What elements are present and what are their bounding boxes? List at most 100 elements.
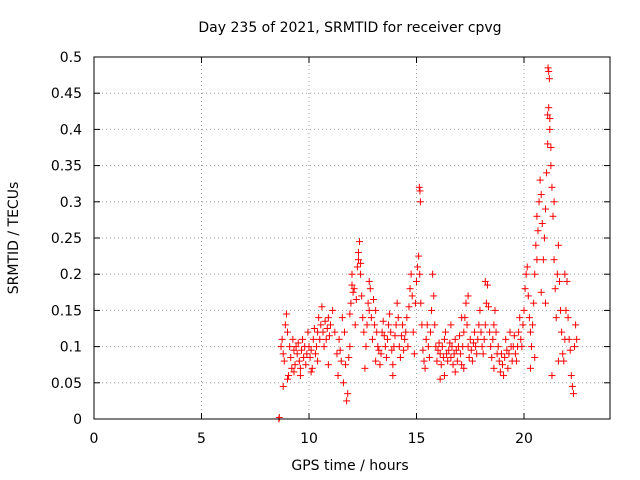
- data-point: [285, 372, 293, 380]
- x-tick-label: 0: [90, 431, 99, 447]
- data-point: [473, 350, 481, 358]
- data-point: [479, 350, 487, 358]
- data-point: [518, 343, 526, 351]
- data-point: [550, 198, 558, 206]
- data-point: [413, 277, 420, 285]
- data-point: [471, 328, 479, 336]
- data-point: [510, 332, 518, 340]
- data-point: [387, 328, 395, 336]
- data-point: [306, 353, 314, 361]
- data-point: [437, 361, 445, 369]
- data-point: [314, 357, 322, 365]
- data-point: [297, 346, 305, 354]
- x-tick-label: 20: [515, 431, 533, 447]
- data-point: [329, 306, 337, 314]
- data-point: [316, 335, 324, 343]
- data-point: [281, 321, 289, 329]
- x-tick-label: 5: [197, 431, 206, 447]
- data-point: [552, 314, 560, 322]
- data-point: [481, 277, 489, 285]
- data-point: [572, 321, 580, 329]
- data-point: [292, 343, 300, 351]
- data-point: [337, 357, 345, 365]
- data-point: [294, 339, 302, 347]
- data-point: [338, 314, 346, 322]
- data-point: [529, 321, 537, 329]
- data-point: [360, 328, 368, 336]
- data-point: [335, 335, 343, 343]
- data-point: [467, 346, 475, 354]
- data-point: [420, 357, 428, 365]
- data-point: [571, 343, 579, 351]
- data-point: [340, 328, 348, 336]
- data-point: [343, 397, 351, 405]
- data-point: [512, 357, 520, 365]
- data-points: [275, 64, 581, 423]
- data-point: [353, 263, 361, 271]
- data-point: [370, 296, 377, 304]
- data-point: [563, 277, 571, 285]
- data-point: [371, 321, 379, 329]
- data-point: [490, 321, 498, 329]
- data-point: [547, 162, 555, 170]
- data-point: [307, 368, 315, 376]
- grid-lines: [94, 57, 610, 419]
- data-point: [544, 140, 552, 148]
- data-point: [543, 169, 551, 177]
- data-point: [357, 259, 365, 267]
- data-point: [444, 357, 452, 365]
- data-point: [521, 285, 529, 293]
- data-point: [545, 67, 553, 75]
- data-point: [351, 321, 359, 329]
- data-point: [463, 321, 471, 329]
- y-axis-label: SRMTID / TECUs: [6, 182, 22, 295]
- data-point: [378, 328, 386, 336]
- data-point: [389, 361, 397, 369]
- data-point: [408, 292, 416, 300]
- data-point: [448, 343, 456, 351]
- data-point: [399, 321, 407, 329]
- data-point: [416, 198, 424, 206]
- data-point: [290, 368, 298, 376]
- data-point: [284, 328, 291, 336]
- data-point: [425, 353, 433, 361]
- data-point: [445, 346, 453, 354]
- data-point: [304, 328, 312, 336]
- data-point: [279, 382, 287, 390]
- data-point: [460, 364, 468, 372]
- data-point: [346, 343, 354, 351]
- data-point: [381, 343, 389, 351]
- data-point: [528, 343, 536, 351]
- data-point: [462, 299, 470, 307]
- data-point: [422, 335, 430, 343]
- data-point: [537, 288, 545, 296]
- data-point: [550, 256, 558, 264]
- data-point: [354, 256, 362, 264]
- data-point: [325, 332, 333, 340]
- data-point: [472, 343, 480, 351]
- data-point: [322, 335, 330, 343]
- data-point: [402, 328, 410, 336]
- data-point: [532, 241, 540, 249]
- data-point: [483, 281, 491, 289]
- data-point: [361, 364, 369, 372]
- data-point: [432, 343, 440, 351]
- data-point: [419, 346, 427, 354]
- data-point: [451, 335, 459, 343]
- data-point: [568, 382, 576, 390]
- data-point: [555, 277, 563, 285]
- data-point: [449, 361, 457, 369]
- data-point: [497, 350, 505, 358]
- data-point: [522, 270, 530, 278]
- data-point: [372, 357, 380, 365]
- data-point: [468, 357, 476, 365]
- data-point: [363, 321, 371, 329]
- data-point: [506, 328, 514, 336]
- y-tick-label: 0.05: [51, 376, 82, 392]
- data-point: [305, 343, 313, 351]
- data-point: [465, 353, 473, 361]
- data-point: [492, 328, 500, 336]
- data-point: [383, 335, 391, 343]
- data-point: [372, 306, 380, 314]
- data-point: [389, 372, 397, 380]
